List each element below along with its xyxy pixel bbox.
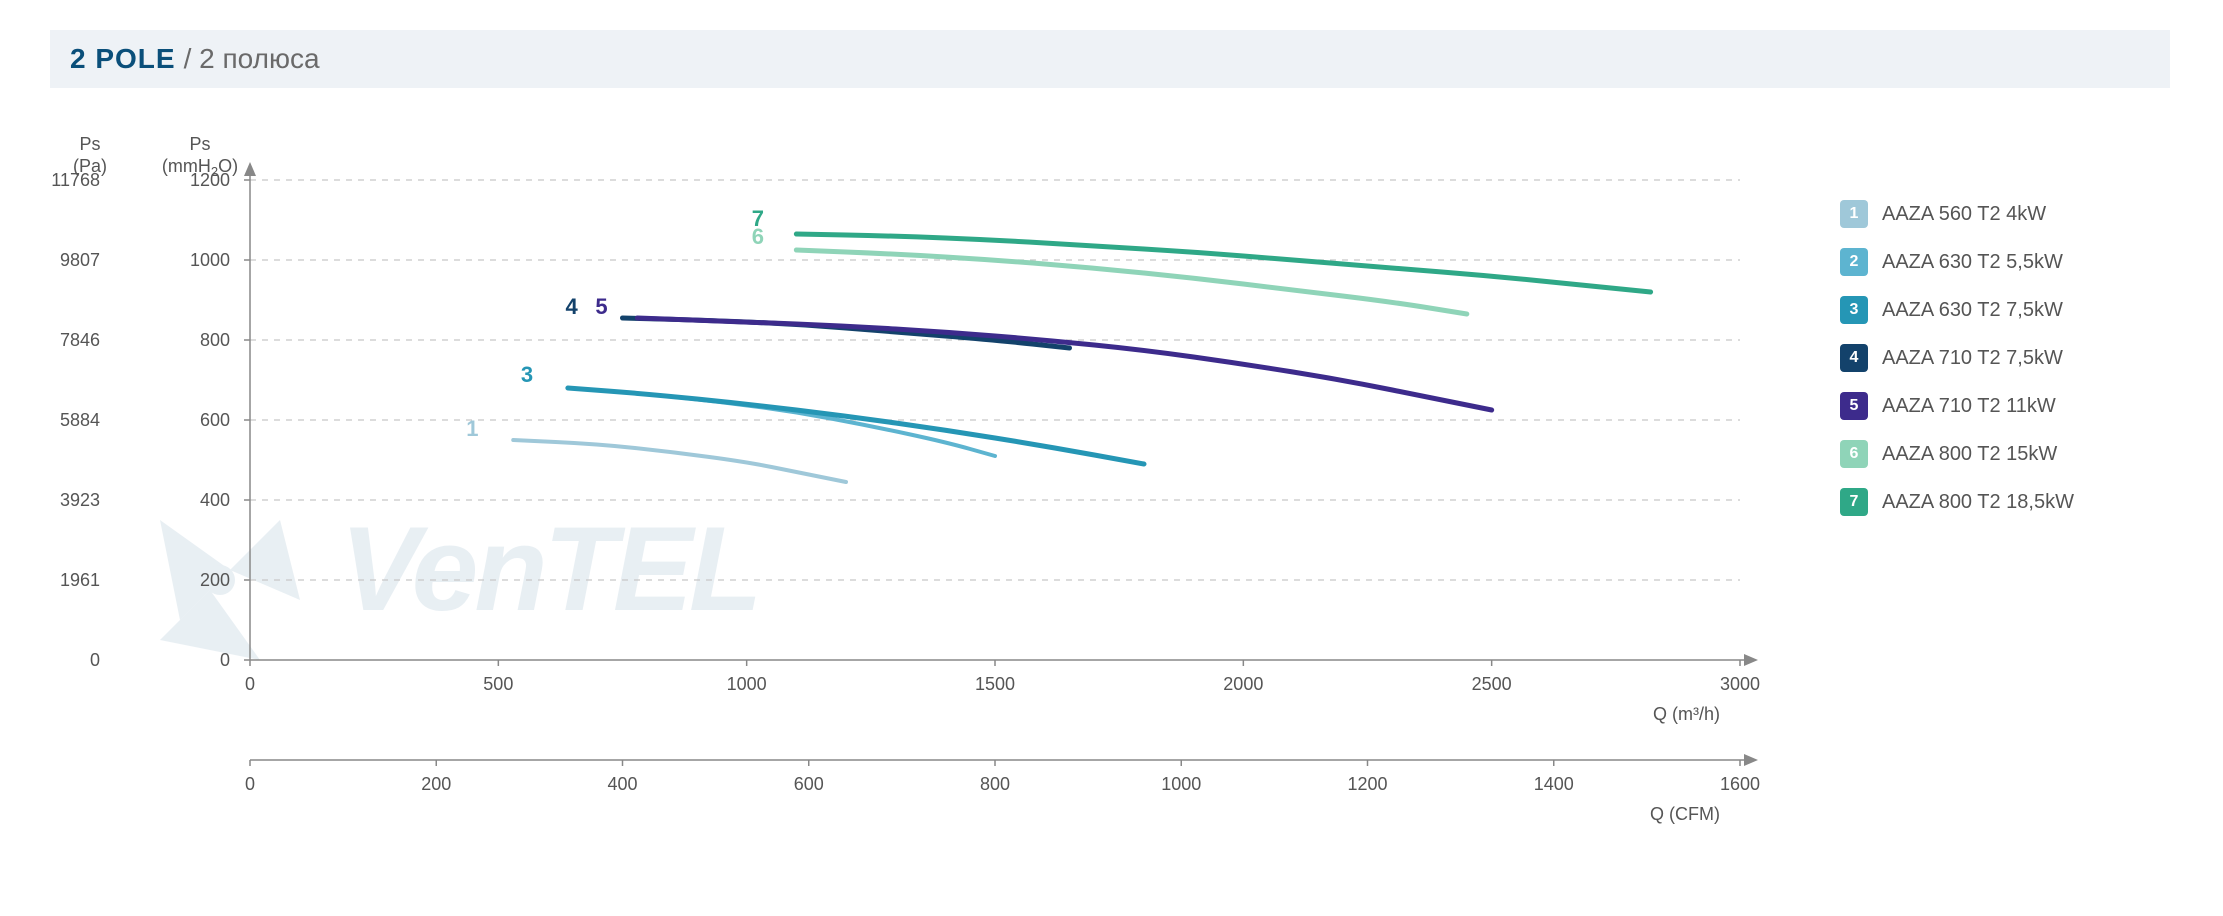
svg-text:0: 0 bbox=[245, 774, 255, 794]
header-title-sub: / 2 полюса bbox=[184, 43, 320, 75]
legend-label: AAZA 630 T2 7,5kW bbox=[1882, 299, 2063, 322]
legend-swatch: 3 bbox=[1840, 296, 1868, 324]
svg-text:1200: 1200 bbox=[1347, 774, 1387, 794]
svg-text:3: 3 bbox=[521, 362, 533, 387]
legend-item: 7 AAZA 800 T2 18,5kW bbox=[1840, 488, 2180, 516]
svg-text:0: 0 bbox=[90, 650, 100, 670]
svg-text:4: 4 bbox=[566, 294, 579, 319]
svg-text:3000: 3000 bbox=[1720, 674, 1760, 694]
svg-text:1000: 1000 bbox=[190, 250, 230, 270]
svg-text:600: 600 bbox=[200, 410, 230, 430]
svg-text:1: 1 bbox=[466, 416, 478, 441]
legend-swatch: 1 bbox=[1840, 200, 1868, 228]
legend-label: AAZA 800 T2 15kW bbox=[1882, 443, 2057, 466]
chart-svg: 0196139235884784698071176802004006008001… bbox=[50, 110, 1800, 890]
legend-item: 1 AAZA 560 T2 4kW bbox=[1840, 200, 2180, 228]
legend-swatch: 5 bbox=[1840, 392, 1868, 420]
legend-swatch: 6 bbox=[1840, 440, 1868, 468]
svg-text:1000: 1000 bbox=[1161, 774, 1201, 794]
svg-text:Ps: Ps bbox=[189, 134, 210, 154]
svg-text:1000: 1000 bbox=[727, 674, 767, 694]
legend-item: 3 AAZA 630 T2 7,5kW bbox=[1840, 296, 2180, 324]
legend-item: 2 AAZA 630 T2 5,5kW bbox=[1840, 248, 2180, 276]
svg-text:3923: 3923 bbox=[60, 490, 100, 510]
legend-label: AAZA 800 T2 18,5kW bbox=[1882, 491, 2074, 514]
legend-swatch: 4 bbox=[1840, 344, 1868, 372]
svg-text:5884: 5884 bbox=[60, 410, 100, 430]
svg-text:600: 600 bbox=[794, 774, 824, 794]
series-curve-1 bbox=[513, 440, 846, 482]
legend-swatch: 2 bbox=[1840, 248, 1868, 276]
legend-swatch: 7 bbox=[1840, 488, 1868, 516]
svg-text:2500: 2500 bbox=[1472, 674, 1512, 694]
legend-item: 4 AAZA 710 T2 7,5kW bbox=[1840, 344, 2180, 372]
svg-text:800: 800 bbox=[200, 330, 230, 350]
svg-text:0: 0 bbox=[220, 650, 230, 670]
legend-label: AAZA 710 T2 11kW bbox=[1882, 395, 2056, 418]
svg-text:9807: 9807 bbox=[60, 250, 100, 270]
legend-label: AAZA 710 T2 7,5kW bbox=[1882, 347, 2063, 370]
series-curve-3 bbox=[568, 388, 1144, 464]
series-curve-4 bbox=[623, 318, 1070, 348]
legend-label: AAZA 560 T2 4kW bbox=[1882, 203, 2046, 226]
legend-item: 6 AAZA 800 T2 15kW bbox=[1840, 440, 2180, 468]
svg-text:2000: 2000 bbox=[1223, 674, 1263, 694]
legend-label: AAZA 630 T2 5,5kW bbox=[1882, 251, 2063, 274]
legend-item: 5 AAZA 710 T2 11kW bbox=[1840, 392, 2180, 420]
svg-text:400: 400 bbox=[200, 490, 230, 510]
svg-text:Q (CFM): Q (CFM) bbox=[1650, 804, 1720, 824]
svg-text:500: 500 bbox=[483, 674, 513, 694]
svg-text:Q (m³/h): Q (m³/h) bbox=[1653, 704, 1720, 724]
series-curve-5 bbox=[637, 318, 1491, 410]
svg-text:200: 200 bbox=[421, 774, 451, 794]
svg-text:1961: 1961 bbox=[60, 570, 100, 590]
header-bar: 2 POLE / 2 полюса bbox=[50, 30, 2170, 88]
svg-text:1500: 1500 bbox=[975, 674, 1015, 694]
svg-text:(mmH2O): (mmH2O) bbox=[162, 156, 238, 179]
svg-text:(Pa): (Pa) bbox=[73, 156, 107, 176]
svg-text:0: 0 bbox=[245, 674, 255, 694]
svg-text:Ps: Ps bbox=[79, 134, 100, 154]
svg-text:7846: 7846 bbox=[60, 330, 100, 350]
chart-area: 0196139235884784698071176802004006008001… bbox=[50, 110, 1800, 890]
svg-text:7: 7 bbox=[752, 206, 764, 231]
svg-text:1600: 1600 bbox=[1720, 774, 1760, 794]
svg-text:200: 200 bbox=[200, 570, 230, 590]
legend: 1 AAZA 560 T2 4kW 2 AAZA 630 T2 5,5kW 3 AAZA … bbox=[1840, 200, 2180, 536]
svg-text:800: 800 bbox=[980, 774, 1010, 794]
header-title-main: 2 POLE bbox=[70, 43, 176, 75]
svg-text:5: 5 bbox=[595, 294, 607, 319]
svg-text:400: 400 bbox=[607, 774, 637, 794]
svg-text:1400: 1400 bbox=[1534, 774, 1574, 794]
